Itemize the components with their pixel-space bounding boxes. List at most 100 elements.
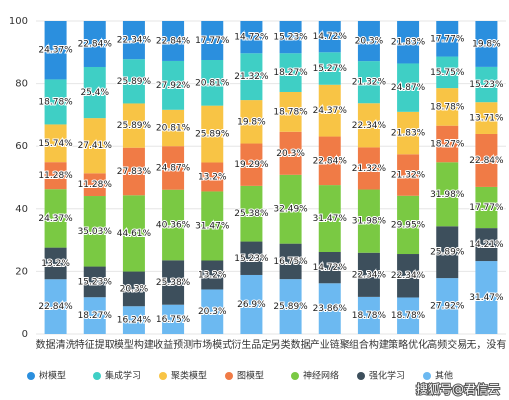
x-tick-label: 策略优化 (388, 338, 428, 351)
bar-segment (83, 297, 106, 334)
value-label: 22.84% (38, 302, 73, 312)
value-label: 11.28% (78, 180, 113, 190)
value-label: 18.27% (78, 311, 113, 321)
value-label: 44.61% (117, 229, 152, 239)
value-label: 20.3% (120, 284, 149, 294)
bar-segment (318, 136, 341, 186)
bar-segment (83, 118, 106, 174)
bar-segment (44, 279, 67, 334)
bar-segment (357, 189, 380, 253)
bar-segment (475, 228, 498, 262)
bar-segment (436, 125, 459, 163)
legend-swatch (357, 372, 365, 380)
value-label: 24.87% (156, 163, 191, 173)
legend-label: 其他 (435, 370, 453, 382)
x-tick-label: 衍生品定 (231, 338, 271, 351)
value-label: 32.49% (273, 205, 308, 215)
bar-segment (318, 251, 341, 284)
bar-segment (44, 124, 67, 163)
bar-segment (318, 52, 341, 85)
value-label: 21.83% (391, 129, 426, 139)
value-label: 14.72% (234, 33, 269, 43)
legend-swatch (423, 372, 431, 380)
value-label: 29.95% (391, 220, 426, 230)
value-label: 17.77% (195, 36, 230, 46)
bar-segment (83, 196, 106, 267)
value-label: 17.77% (430, 34, 465, 44)
value-label: 17.77% (469, 203, 504, 213)
legend-label: 强化学习 (369, 370, 405, 382)
bar-segment (318, 185, 341, 252)
value-label: 22.84% (469, 156, 504, 166)
bar-segment (44, 162, 67, 190)
bar-segment (357, 147, 380, 190)
value-label: 25.89% (195, 130, 230, 140)
x-tick-label: 无，没有 (466, 338, 506, 351)
bar-segment (240, 274, 263, 334)
watermark: 搜狐号@君信云 (416, 382, 500, 397)
bar-segment (122, 195, 145, 272)
bar-segment (201, 289, 224, 334)
value-label: 13.2% (41, 259, 70, 269)
value-label: 18.78% (38, 97, 73, 107)
bar-segment (201, 191, 224, 261)
value-label: 20.3% (198, 307, 227, 317)
bar-segment (122, 103, 145, 148)
bar-segment (357, 21, 380, 62)
value-label: 20.81% (195, 78, 230, 88)
bar-segment (397, 111, 420, 155)
value-label: 31.47% (469, 293, 504, 303)
value-label: 25.89% (273, 302, 308, 312)
value-label: 22.34% (352, 270, 387, 280)
value-label: 31.98% (430, 190, 465, 200)
bar-segment (318, 84, 341, 137)
value-label: 15.23% (273, 33, 308, 43)
bar-segment (279, 21, 302, 54)
value-label: 24.37% (313, 106, 348, 116)
bar-segment (436, 162, 459, 227)
value-label: 13.71% (469, 114, 504, 124)
legend-swatch (225, 372, 233, 380)
bar-segment (201, 59, 224, 106)
value-label: 20.3% (355, 37, 384, 47)
bar-segment (240, 143, 263, 186)
legend-label: 树模型 (39, 370, 66, 382)
bar-segment (83, 66, 106, 119)
x-tick-label: 收益预测 (153, 338, 193, 351)
value-label: 18.27% (273, 68, 308, 78)
bar-segment (240, 53, 263, 101)
bar-segment (436, 56, 459, 89)
value-label: 21.32% (234, 72, 269, 82)
bar-segment (44, 79, 67, 125)
value-label: 15.23% (78, 277, 113, 287)
value-label: 22.34% (352, 121, 387, 131)
value-label: 21.32% (352, 164, 387, 174)
value-label: 21.32% (391, 171, 426, 181)
bar-segment (162, 189, 185, 261)
bar-segment (44, 21, 67, 80)
y-tick-label: 40 (15, 204, 28, 215)
bar-segment (436, 226, 459, 279)
bar-segment (436, 88, 459, 126)
x-tick-label: 市场模式 (192, 338, 232, 351)
bar-segment (240, 21, 263, 54)
bar-segment (162, 304, 185, 334)
value-label: 15.23% (469, 80, 504, 90)
bar-segment (201, 21, 224, 60)
value-label: 14.21% (469, 240, 504, 250)
x-tick-label: 数据清洗 (36, 338, 76, 351)
value-label: 24.37% (38, 214, 73, 224)
legend-swatch (291, 372, 299, 380)
bar-segment (397, 154, 420, 196)
value-label: 22.84% (313, 156, 348, 166)
legend-label: 聚类模型 (171, 370, 207, 382)
bar-segment (397, 297, 420, 334)
value-label: 18.78% (391, 311, 426, 321)
legend-swatch (27, 372, 35, 380)
value-label: 15.27% (313, 64, 348, 74)
value-label: 25.89% (117, 121, 152, 131)
bar-segment (162, 146, 185, 190)
value-label: 13.2% (198, 172, 227, 182)
value-label: 22.84% (156, 36, 191, 46)
y-tick-label: 0 (22, 329, 28, 340)
